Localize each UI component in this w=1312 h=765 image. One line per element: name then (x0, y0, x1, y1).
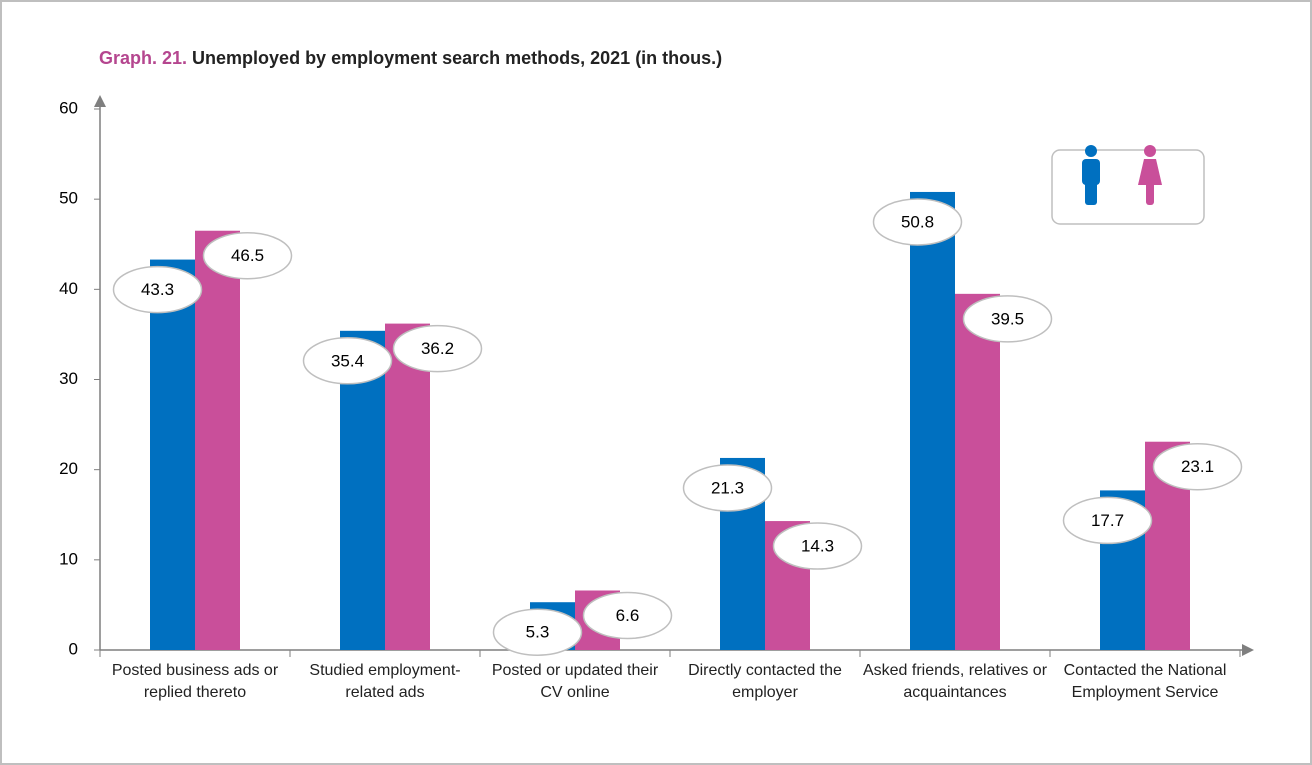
value-label-text: 14.3 (801, 537, 834, 556)
value-label: 50.8 (872, 198, 963, 246)
y-tick-label: 30 (59, 369, 78, 388)
y-tick-label: 0 (69, 639, 78, 658)
x-tick-label: Asked friends, relatives or acquaintance… (862, 662, 1048, 701)
value-label: 6.6 (582, 591, 673, 640)
value-label: 46.5 (202, 231, 293, 280)
value-label-bubble (202, 231, 293, 280)
value-label-bubble (962, 295, 1053, 343)
value-label-text: 43.3 (141, 280, 174, 299)
value-label: 21.3 (682, 464, 773, 512)
value-label: 43.3 (112, 265, 203, 314)
value-label-text: 50.8 (901, 212, 934, 231)
value-label: 23.1 (1152, 442, 1243, 491)
value-label-text: 36.2 (421, 339, 454, 358)
bar (150, 259, 195, 650)
value-label-bubble (872, 198, 963, 246)
value-label-text: 46.5 (231, 246, 264, 265)
value-label-bubble (582, 591, 673, 640)
value-label-bubble (1152, 442, 1243, 491)
value-label-text: 5.3 (526, 623, 550, 642)
bar (955, 293, 1000, 650)
chart-title: Graph. 21. Unemployed by employment sear… (99, 48, 722, 69)
value-label: 36.2 (392, 324, 483, 373)
value-label: 17.7 (1062, 496, 1153, 545)
value-label: 14.3 (772, 522, 863, 570)
x-tick-label: Directly contacted the employer (688, 662, 842, 701)
y-tick-label: 10 (59, 549, 78, 568)
value-label-text: 39.5 (991, 309, 1024, 328)
value-label-text: 6.6 (616, 606, 640, 625)
value-label: 39.5 (962, 295, 1053, 343)
x-tick-label: Posted business ads or replied thereto (111, 662, 279, 701)
x-tick-label: Posted or updated their CV online (491, 662, 659, 701)
x-tick-label: Contacted the National Employment Servic… (1063, 662, 1227, 701)
graph-label: Graph. 21. (99, 48, 188, 68)
y-axis-arrow (94, 95, 106, 107)
value-label-bubble (682, 464, 773, 512)
legend-male-icon (1082, 145, 1100, 205)
title-text: Unemployed by employment search methods,… (192, 48, 723, 68)
value-label: 35.4 (302, 337, 393, 385)
bar (910, 191, 955, 650)
y-tick-label: 40 (59, 279, 78, 298)
value-label-bubble (1062, 496, 1153, 545)
bar (195, 230, 240, 650)
value-label-text: 17.7 (1091, 511, 1124, 530)
value-label-text: 21.3 (711, 478, 744, 497)
x-axis-arrow (1242, 644, 1254, 656)
y-tick-label: 20 (59, 459, 78, 478)
y-tick-label: 50 (59, 189, 78, 208)
bar (385, 323, 430, 650)
legend-box (1051, 149, 1205, 225)
value-label-bubble (772, 522, 863, 570)
value-label: 5.3 (492, 608, 583, 656)
legend (1051, 145, 1205, 225)
legend-female-icon (1138, 145, 1162, 205)
x-tick-label: Studied employment-related ads (309, 662, 461, 701)
value-label-bubble (302, 337, 393, 385)
value-label-text: 23.1 (1181, 457, 1214, 476)
value-label-bubble (112, 265, 203, 314)
value-label-text: 35.4 (331, 351, 364, 370)
y-tick-label: 60 (59, 98, 78, 117)
value-label-bubble (492, 608, 583, 656)
value-label-bubble (392, 324, 483, 373)
